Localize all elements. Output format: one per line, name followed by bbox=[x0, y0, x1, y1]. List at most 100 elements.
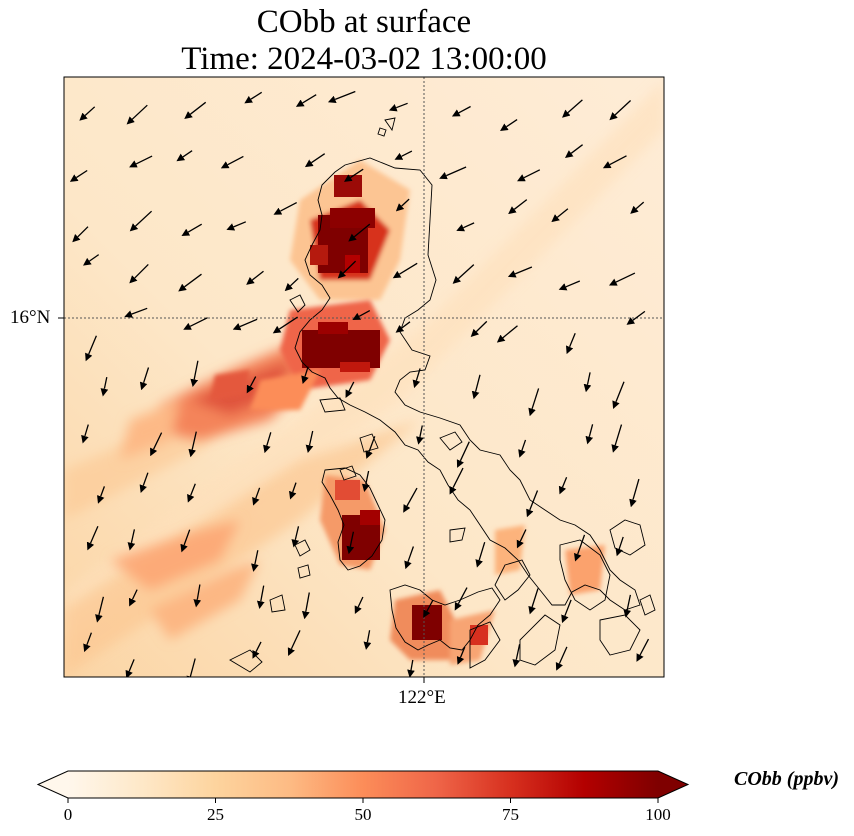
wind-arrow bbox=[354, 596, 364, 615]
wind-arrow bbox=[388, 102, 408, 112]
wind-arrow bbox=[81, 424, 89, 444]
wind-arrow bbox=[100, 376, 109, 397]
wind-arrow bbox=[301, 592, 310, 620]
colorbar-tick-75: 75 bbox=[502, 805, 519, 824]
colorbar-tick-50: 50 bbox=[354, 805, 372, 824]
wind-arrow bbox=[85, 335, 97, 362]
wind-arrow bbox=[346, 531, 355, 555]
wind-arrow bbox=[449, 467, 464, 495]
wind-arrow bbox=[124, 307, 148, 318]
wind-arrow bbox=[345, 381, 355, 399]
wind-arrow bbox=[305, 430, 314, 454]
wind-arrow bbox=[295, 94, 317, 107]
wind-arrow bbox=[456, 222, 475, 232]
map-frame bbox=[63, 76, 665, 678]
wind-arrow bbox=[395, 198, 410, 212]
wind-arrow bbox=[454, 587, 468, 611]
wind-arrow bbox=[128, 589, 138, 607]
wind-arrow bbox=[407, 659, 415, 677]
wind-arrow bbox=[439, 166, 467, 180]
wind-arrow bbox=[574, 534, 586, 562]
colorbar-label: CObb (ppbv) bbox=[734, 768, 839, 790]
wind-arrow bbox=[403, 487, 418, 513]
wind-arrow bbox=[246, 376, 257, 394]
wind-arrow bbox=[496, 325, 518, 343]
wind-arrow bbox=[184, 101, 207, 119]
wind-arrow bbox=[69, 169, 88, 182]
wind-arrow bbox=[636, 638, 650, 662]
wind-arrow bbox=[451, 105, 471, 117]
wind-arrow bbox=[126, 104, 148, 125]
wind-arrow bbox=[528, 388, 540, 417]
wind-arrow bbox=[507, 266, 533, 278]
wind-arrow bbox=[244, 91, 263, 104]
wind-arrow bbox=[608, 272, 636, 286]
wind-arrow bbox=[246, 270, 264, 285]
wind-arrow bbox=[220, 155, 244, 169]
wind-arrow bbox=[363, 630, 372, 650]
wind-arrow bbox=[232, 318, 258, 331]
wind-arrow bbox=[564, 144, 583, 158]
wind-arrow bbox=[273, 202, 298, 215]
wind-arrow bbox=[83, 254, 100, 266]
wind-arrow bbox=[392, 262, 418, 279]
wind-arrow bbox=[272, 316, 298, 334]
wind-arrow bbox=[562, 99, 583, 118]
wind-arrow bbox=[615, 536, 624, 557]
wind-arrow bbox=[97, 486, 106, 504]
wind-arrow bbox=[404, 546, 415, 570]
wind-arrow bbox=[129, 155, 153, 168]
wind-arrow bbox=[83, 632, 93, 653]
wind-arrow bbox=[95, 596, 105, 623]
wind-arrow bbox=[475, 542, 486, 568]
wind-arrow bbox=[178, 273, 202, 292]
wind-arrow bbox=[226, 221, 247, 231]
wind-arrow bbox=[456, 646, 466, 665]
wind-arrow bbox=[526, 490, 539, 518]
colorbar-tick-25: 25 bbox=[207, 805, 224, 824]
wind-arrow bbox=[352, 310, 371, 320]
wind-arrow bbox=[612, 381, 625, 410]
colorbar-tick-0: 0 bbox=[63, 805, 73, 824]
wind-arrow bbox=[127, 529, 136, 551]
wind-arrow bbox=[558, 280, 581, 291]
wind-arrow bbox=[629, 478, 640, 508]
wind-arrow bbox=[176, 150, 193, 162]
wind-arrow bbox=[365, 436, 376, 459]
wind-arrow bbox=[609, 100, 632, 121]
wind-arrow bbox=[252, 641, 262, 659]
wind-arrow bbox=[555, 646, 568, 671]
wind-arrow bbox=[412, 368, 421, 389]
wind-arrow bbox=[181, 223, 203, 237]
wind-arrow bbox=[139, 367, 150, 391]
wind-vectors bbox=[69, 90, 650, 677]
wind-arrow bbox=[86, 526, 99, 551]
wind-arrow bbox=[129, 210, 153, 232]
wind-arrow bbox=[500, 119, 518, 132]
wind-arrow bbox=[289, 482, 297, 500]
lon-tick-label: 122°E bbox=[398, 687, 446, 708]
wind-arrow bbox=[150, 432, 163, 457]
wind-arrow bbox=[263, 432, 272, 454]
wind-arrow bbox=[516, 529, 527, 549]
wind-arrow bbox=[361, 470, 370, 493]
wind-arrow bbox=[565, 332, 576, 355]
wind-arrow bbox=[327, 90, 356, 104]
wind-arrow bbox=[252, 487, 261, 506]
cobb-field bbox=[64, 77, 664, 677]
wind-arrow bbox=[251, 550, 259, 572]
lat-tick-label: 16°N bbox=[10, 307, 51, 328]
wind-arrow bbox=[416, 425, 424, 445]
wind-arrow bbox=[583, 372, 592, 393]
wind-arrow bbox=[423, 599, 434, 619]
wind-arrow bbox=[139, 472, 149, 493]
wind-arrow bbox=[125, 659, 135, 677]
wind-arrow bbox=[517, 169, 541, 182]
wind-arrow bbox=[180, 529, 191, 553]
wind-arrow bbox=[630, 201, 645, 214]
wind-arrow bbox=[186, 658, 196, 677]
map-title-line2: Time: 2024-03-02 13:00:00 bbox=[181, 41, 547, 77]
wind-arrow bbox=[518, 439, 527, 458]
wind-arrow bbox=[602, 155, 627, 169]
